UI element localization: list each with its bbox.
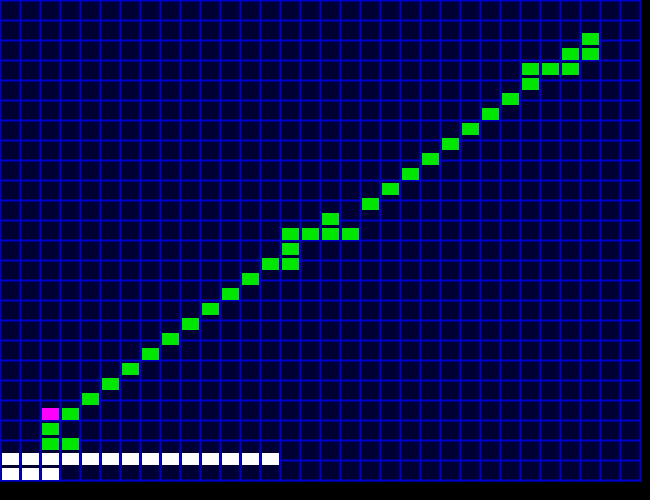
progress-cell [2,453,19,465]
progress-cell [22,453,39,465]
progress-cell [102,453,119,465]
path-cell [442,138,459,150]
progress-bar [2,453,279,480]
grid-lines [0,0,642,482]
path-cell [422,153,439,165]
progress-cell [42,468,59,480]
progress-cell [142,453,159,465]
path-cell [562,48,579,60]
path-cell [282,258,299,270]
path-cell [42,423,59,435]
path-cell [162,333,179,345]
path-cell [402,168,419,180]
path-cell [82,393,99,405]
path-cell [202,303,219,315]
path-cell [222,288,239,300]
snake-path [42,33,599,450]
path-cell [462,123,479,135]
path-cell [542,63,559,75]
path-cell [282,243,299,255]
path-cell [482,108,499,120]
path-cell [62,438,79,450]
path-cell [122,363,139,375]
progress-cell [202,453,219,465]
path-cell [582,33,599,45]
path-cell [302,228,319,240]
progress-cell [182,453,199,465]
progress-cell [162,453,179,465]
path-cell [322,228,339,240]
path-cell [242,273,259,285]
path-cell [382,183,399,195]
path-cell [522,63,539,75]
path-cell [142,348,159,360]
progress-cell [82,453,99,465]
progress-cell [2,468,19,480]
progress-cell [42,453,59,465]
path-cell [262,258,279,270]
path-cell [182,318,199,330]
path-cell [42,438,59,450]
path-cell [522,78,539,90]
progress-cell [62,453,79,465]
progress-cell [222,453,239,465]
head-cell [42,408,59,420]
path-cell [362,198,379,210]
path-cell [502,93,519,105]
path-cell [282,228,299,240]
progress-cell [262,453,279,465]
snake-head [42,408,59,420]
path-cell [342,228,359,240]
path-cell [322,213,339,225]
path-cell [582,48,599,60]
path-cell [62,408,79,420]
progress-cell [22,468,39,480]
path-cell [102,378,119,390]
progress-cell [242,453,259,465]
path-cell [562,63,579,75]
progress-cell [122,453,139,465]
